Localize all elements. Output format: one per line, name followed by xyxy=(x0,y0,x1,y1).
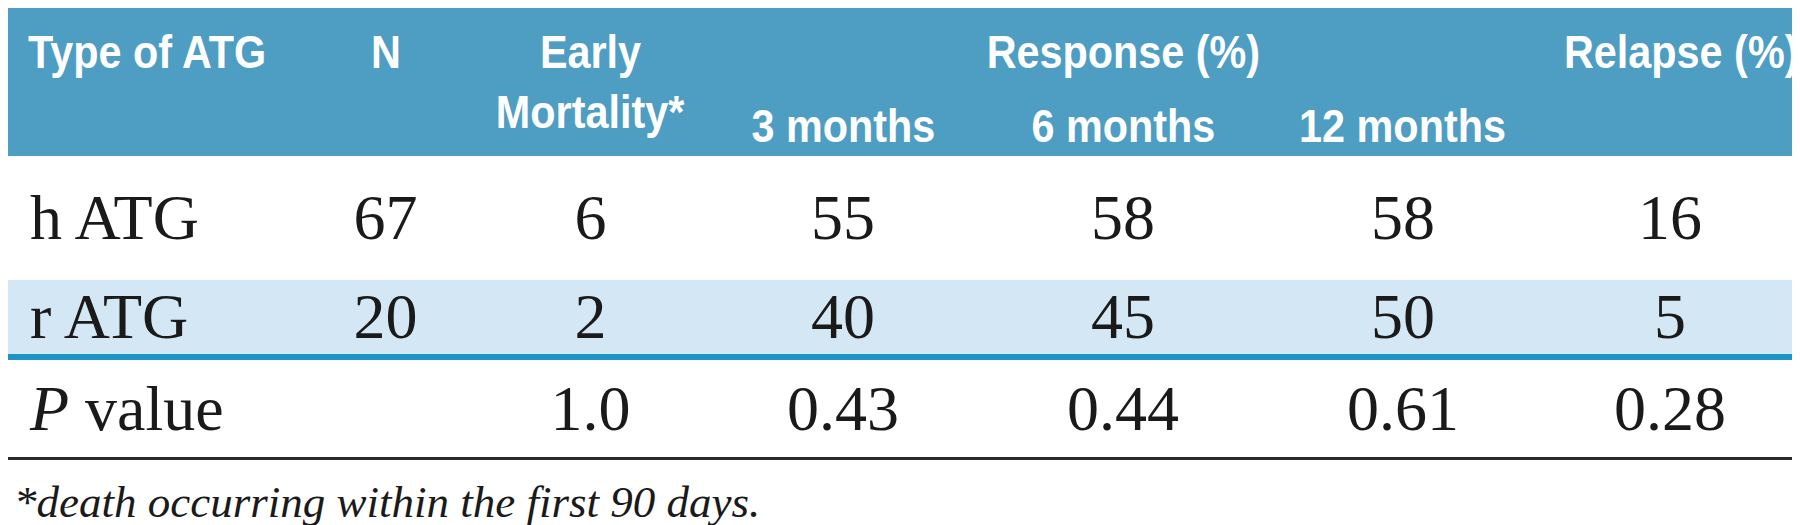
cell-h-atg-6-months: 58 xyxy=(988,156,1258,280)
header-early-line1: Early xyxy=(540,22,641,82)
p-value-rest: value xyxy=(69,373,224,444)
cell-h-atg-early-mortality: 6 xyxy=(483,156,698,280)
footnote: *death occurring within the first 90 day… xyxy=(14,476,1800,525)
header-type-of-atg: Type of ATG xyxy=(8,8,288,156)
table-figure: Type of ATG N Early Mortality* Response … xyxy=(0,0,1800,525)
header-12-months-label: 12 months xyxy=(1300,96,1507,156)
cell-r-atg-n: 20 xyxy=(288,280,483,357)
cell-p-value-3-months: 0.43 xyxy=(698,357,988,459)
p-value-italic-p: P xyxy=(30,373,69,444)
header-6-months: 6 months xyxy=(988,96,1258,156)
row-p-value: P value 1.0 0.43 0.44 0.61 0.28 xyxy=(8,357,1792,459)
row-r-atg: r ATG 20 2 40 45 50 5 xyxy=(8,280,1792,357)
cell-p-value-6-months: 0.44 xyxy=(988,357,1258,459)
cell-h-atg-label: h ATG xyxy=(8,156,288,280)
cell-p-value-relapse: 0.28 xyxy=(1548,357,1792,459)
header-type-of-atg-label: Type of ATG xyxy=(28,22,266,82)
header-12-months: 12 months xyxy=(1258,96,1548,156)
header-response-label: Response (%) xyxy=(986,22,1259,82)
cell-h-atg-n: 67 xyxy=(288,156,483,280)
cell-p-value-12-months: 0.61 xyxy=(1258,357,1548,459)
header-3-months-label: 3 months xyxy=(751,96,935,156)
cell-r-atg-relapse: 5 xyxy=(1548,280,1792,357)
cell-h-atg-relapse: 16 xyxy=(1548,156,1792,280)
cell-p-value-early-mortality: 1.0 xyxy=(483,357,698,459)
header-3-months: 3 months xyxy=(698,96,988,156)
header-relapse: Relapse (%) xyxy=(1548,8,1792,156)
cell-p-value-label: P value xyxy=(8,357,288,459)
header-n-label: N xyxy=(371,22,401,82)
cell-r-atg-6-months: 45 xyxy=(988,280,1258,357)
header-n: N xyxy=(288,8,483,156)
row-h-atg: h ATG 67 6 55 58 58 16 xyxy=(8,156,1792,280)
table-header: Type of ATG N Early Mortality* Response … xyxy=(8,8,1792,156)
cell-h-atg-3-months: 55 xyxy=(698,156,988,280)
header-response-group: Response (%) xyxy=(698,8,1548,96)
cell-p-value-n xyxy=(288,357,483,459)
header-early-mortality: Early Mortality* xyxy=(483,8,698,156)
cell-r-atg-early-mortality: 2 xyxy=(483,280,698,357)
header-6-months-label: 6 months xyxy=(1031,96,1215,156)
header-relapse-label: Relapse (%) xyxy=(1564,22,1798,82)
cell-r-atg-3-months: 40 xyxy=(698,280,988,357)
atg-comparison-table: Type of ATG N Early Mortality* Response … xyxy=(8,8,1792,460)
cell-h-atg-12-months: 58 xyxy=(1258,156,1548,280)
cell-r-atg-label: r ATG xyxy=(8,280,288,357)
header-early-line2: Mortality* xyxy=(496,82,684,142)
cell-r-atg-12-months: 50 xyxy=(1258,280,1548,357)
